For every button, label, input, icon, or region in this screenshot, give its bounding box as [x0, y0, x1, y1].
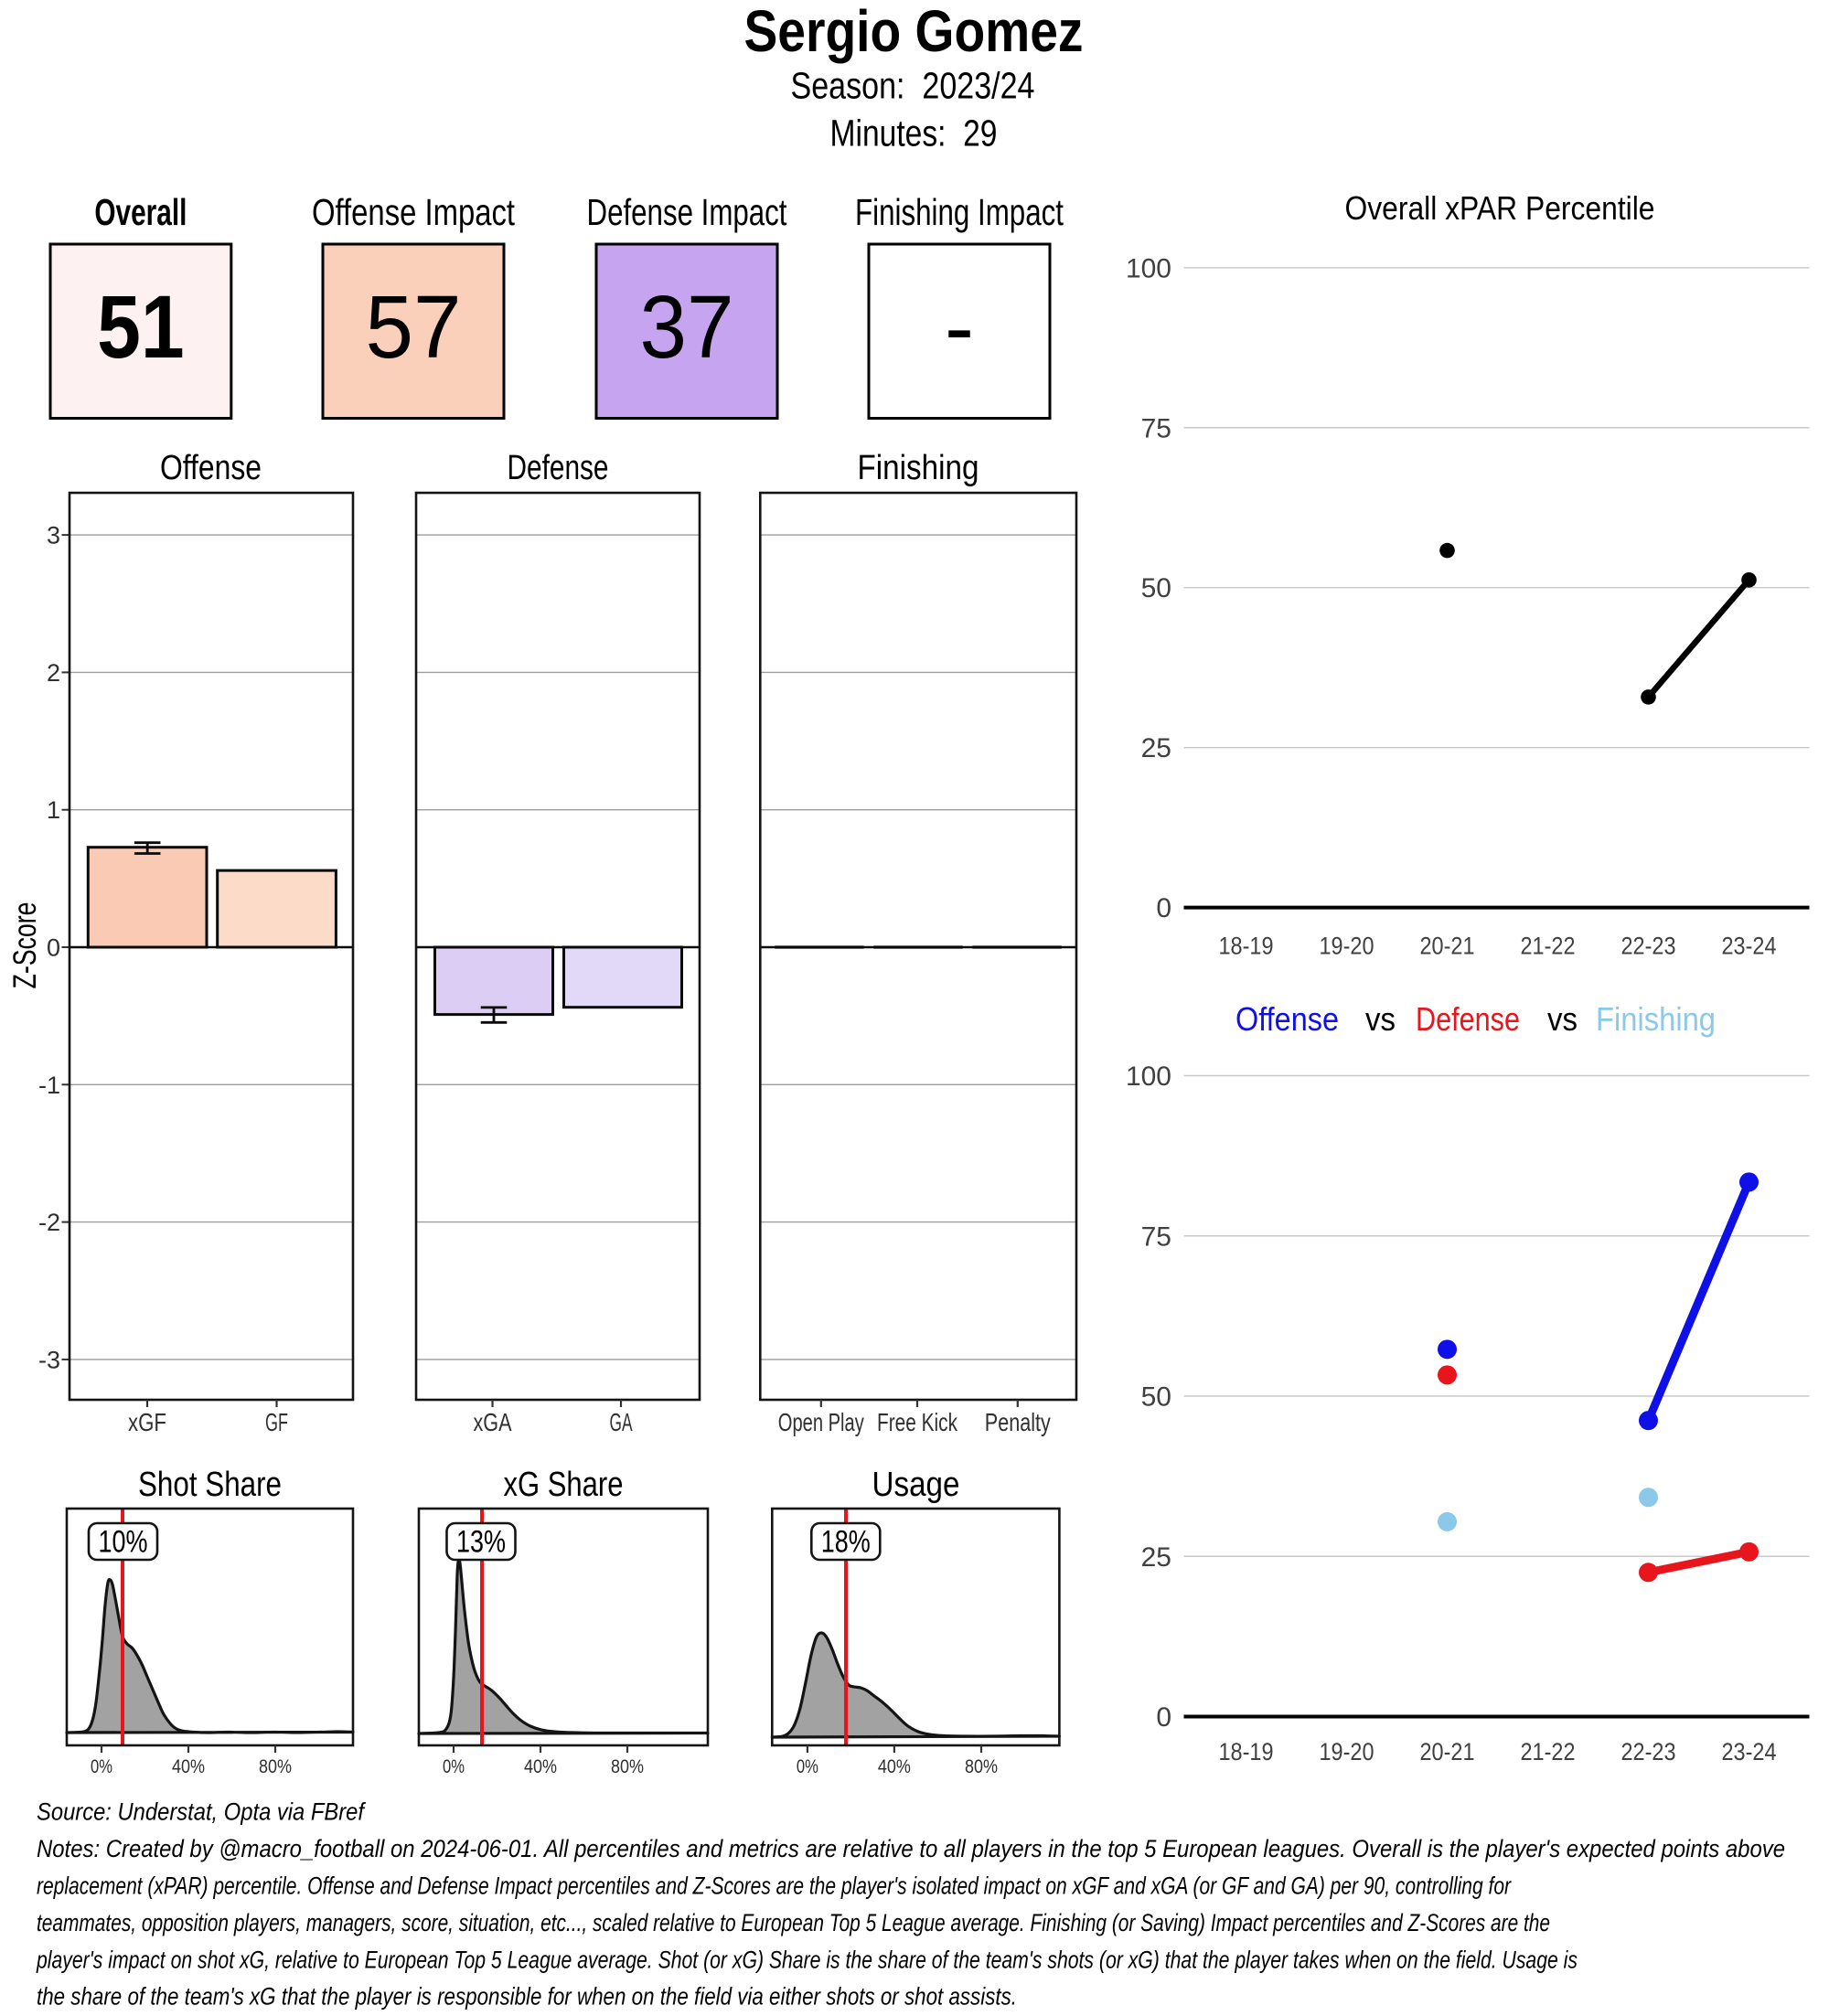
svg-text:21-22: 21-22	[1521, 1738, 1576, 1765]
svg-text:0: 0	[1156, 1702, 1171, 1733]
svg-text:Overall: Overall	[94, 191, 187, 233]
svg-text:37: 37	[640, 277, 734, 377]
svg-text:Sergio Gomez: Sergio Gomez	[744, 0, 1084, 64]
svg-text:19-20: 19-20	[1320, 1738, 1374, 1765]
svg-text:xGF: xGF	[128, 1408, 166, 1436]
svg-text:Offense Impact: Offense Impact	[312, 191, 515, 233]
svg-text:13%: 13%	[456, 1525, 506, 1560]
svg-text:40%: 40%	[878, 1755, 911, 1777]
svg-text:20-21: 20-21	[1420, 1738, 1475, 1765]
svg-text:replacement (xPAR) percentile.: replacement (xPAR) percentile. Offense a…	[37, 1872, 1512, 1899]
svg-text:51: 51	[97, 277, 185, 377]
svg-text:xGA: xGA	[474, 1408, 512, 1436]
svg-text:23-24: 23-24	[1722, 1738, 1777, 1765]
svg-text:Offense: Offense	[160, 449, 262, 487]
svg-text:80%: 80%	[259, 1755, 292, 1777]
svg-text:0%: 0%	[443, 1755, 465, 1777]
svg-text:100: 100	[1126, 253, 1171, 283]
svg-text:Overall xPAR Percentile: Overall xPAR Percentile	[1345, 189, 1655, 227]
svg-text:Finishing Impact: Finishing Impact	[855, 191, 1064, 233]
svg-text:75: 75	[1141, 1221, 1171, 1252]
svg-text:Z-Score: Z-Score	[7, 902, 43, 989]
svg-text:Free Kick: Free Kick	[877, 1408, 958, 1436]
svg-text:0: 0	[1156, 893, 1171, 923]
svg-text:21-22: 21-22	[1521, 933, 1576, 960]
svg-text:57: 57	[366, 277, 462, 377]
svg-text:10%: 10%	[99, 1525, 148, 1560]
svg-text:22-23: 22-23	[1621, 933, 1676, 960]
svg-text:Season: 2023/24: Season: 2023/24	[791, 65, 1035, 107]
svg-text:Defense: Defense	[508, 449, 609, 487]
svg-text:vs: vs	[1365, 1000, 1396, 1038]
svg-text:18-19: 18-19	[1219, 1738, 1274, 1765]
svg-text:23-24: 23-24	[1722, 933, 1777, 960]
svg-text:-: -	[945, 277, 974, 377]
svg-text:3: 3	[47, 522, 60, 549]
svg-text:player's impact on shot xG, re: player's impact on shot xG, relative to …	[36, 1946, 1578, 1973]
svg-text:-2: -2	[38, 1209, 60, 1236]
svg-text:50: 50	[1141, 1382, 1171, 1413]
svg-text:Defense Impact: Defense Impact	[587, 191, 787, 233]
svg-text:40%: 40%	[172, 1755, 205, 1777]
svg-text:40%: 40%	[524, 1755, 557, 1777]
svg-text:Notes: Created by @macro_footb: Notes: Created by @macro_football on 202…	[37, 1835, 1785, 1862]
svg-text:0: 0	[47, 934, 60, 962]
svg-text:Defense: Defense	[1416, 1000, 1520, 1038]
svg-text:18%: 18%	[821, 1525, 871, 1560]
svg-text:Penalty: Penalty	[985, 1408, 1051, 1436]
svg-text:25: 25	[1141, 1542, 1171, 1573]
svg-text:80%: 80%	[611, 1755, 644, 1777]
svg-text:25: 25	[1141, 733, 1171, 763]
svg-text:xG Share: xG Share	[504, 1466, 624, 1504]
svg-text:vs: vs	[1547, 1000, 1578, 1038]
svg-text:Shot Share: Shot Share	[138, 1466, 282, 1504]
svg-text:-3: -3	[38, 1346, 60, 1373]
svg-text:18-19: 18-19	[1219, 933, 1274, 960]
svg-text:Source: Understat, Opta via FB: Source: Understat, Opta via FBref	[37, 1798, 366, 1826]
svg-text:20-21: 20-21	[1420, 933, 1475, 960]
svg-text:Minutes: 29: Minutes: 29	[830, 112, 998, 155]
svg-text:the share of the team's xG tha: the share of the team's xG that the play…	[37, 1983, 1017, 2011]
svg-text:100: 100	[1126, 1061, 1171, 1092]
svg-text:19-20: 19-20	[1320, 933, 1374, 960]
svg-text:-1: -1	[38, 1072, 60, 1099]
svg-text:2: 2	[47, 659, 60, 687]
svg-text:75: 75	[1141, 413, 1171, 443]
svg-text:Finishing: Finishing	[858, 449, 979, 487]
svg-text:50: 50	[1141, 573, 1171, 603]
svg-text:0%: 0%	[797, 1755, 818, 1777]
svg-text:80%: 80%	[965, 1755, 998, 1777]
svg-text:22-23: 22-23	[1621, 1738, 1676, 1765]
svg-text:GF: GF	[265, 1408, 288, 1436]
svg-text:Finishing: Finishing	[1596, 1000, 1716, 1038]
svg-text:Offense: Offense	[1235, 1000, 1339, 1038]
svg-text:Open Play: Open Play	[778, 1408, 864, 1436]
svg-text:1: 1	[47, 796, 60, 824]
svg-text:0%: 0%	[91, 1755, 112, 1777]
svg-text:GA: GA	[610, 1408, 633, 1436]
svg-text:teammates, opposition players,: teammates, opposition players, managers,…	[37, 1909, 1550, 1936]
svg-text:Usage: Usage	[872, 1466, 960, 1504]
